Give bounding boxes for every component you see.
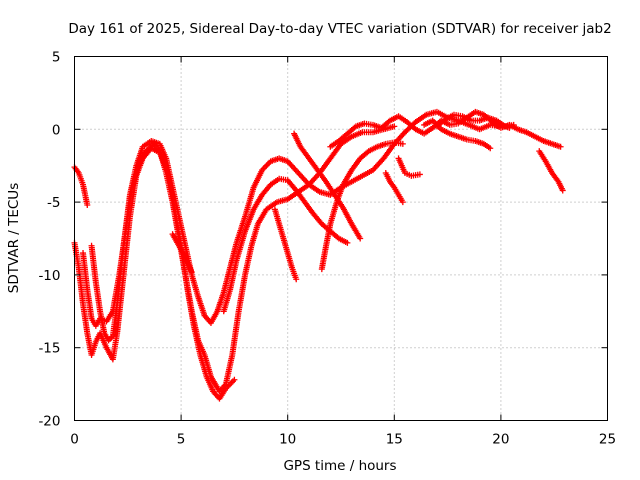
y-tick-label: 5 xyxy=(52,50,61,66)
y-tick-label: -15 xyxy=(38,341,60,357)
x-axis-label: GPS time / hours xyxy=(283,458,396,474)
data-point xyxy=(399,140,406,147)
y-tick-label: -5 xyxy=(47,195,60,211)
y-tick-label: -10 xyxy=(38,268,60,284)
chart-title: Day 161 of 2025, Sidereal Day-to-day VTE… xyxy=(68,21,611,37)
series-arc-11 xyxy=(395,155,423,179)
data-point xyxy=(391,123,398,130)
data-point xyxy=(344,239,351,246)
axis-ticks: 0 5 10 15 20 25 -20 -15 -10 -5 0 5 xyxy=(38,50,616,448)
data-point xyxy=(557,143,564,150)
x-tick-label: 15 xyxy=(386,432,403,448)
x-tick-label: 10 xyxy=(279,432,296,448)
data-point xyxy=(231,376,238,383)
series-arc-16 xyxy=(433,111,517,130)
series-arc-5 xyxy=(169,231,195,275)
data-point xyxy=(357,235,364,242)
data-point xyxy=(84,202,91,209)
data-points xyxy=(71,108,566,402)
series-arc-4 xyxy=(88,108,504,344)
y-tick-label: -20 xyxy=(38,414,60,430)
data-point xyxy=(293,276,300,283)
data-point xyxy=(510,121,517,128)
x-tick-label: 0 xyxy=(70,432,79,448)
x-tick-label: 20 xyxy=(492,432,509,448)
x-tick-label: 25 xyxy=(599,432,616,448)
data-point xyxy=(416,171,423,178)
x-tick-label: 5 xyxy=(177,432,186,448)
data-point xyxy=(399,199,406,206)
data-point xyxy=(559,187,566,194)
data-point xyxy=(487,145,494,152)
series-arc-7 xyxy=(271,206,300,283)
y-tick-label: 0 xyxy=(52,122,61,138)
series-arc-9 xyxy=(318,139,406,273)
plot-frame xyxy=(74,56,608,421)
data-point xyxy=(188,268,195,275)
series-arc-8 xyxy=(291,130,364,242)
y-axis-label: SDTVAR / TECUs xyxy=(6,183,22,293)
series-arc-10 xyxy=(382,169,406,206)
series-arc-15 xyxy=(536,148,566,194)
